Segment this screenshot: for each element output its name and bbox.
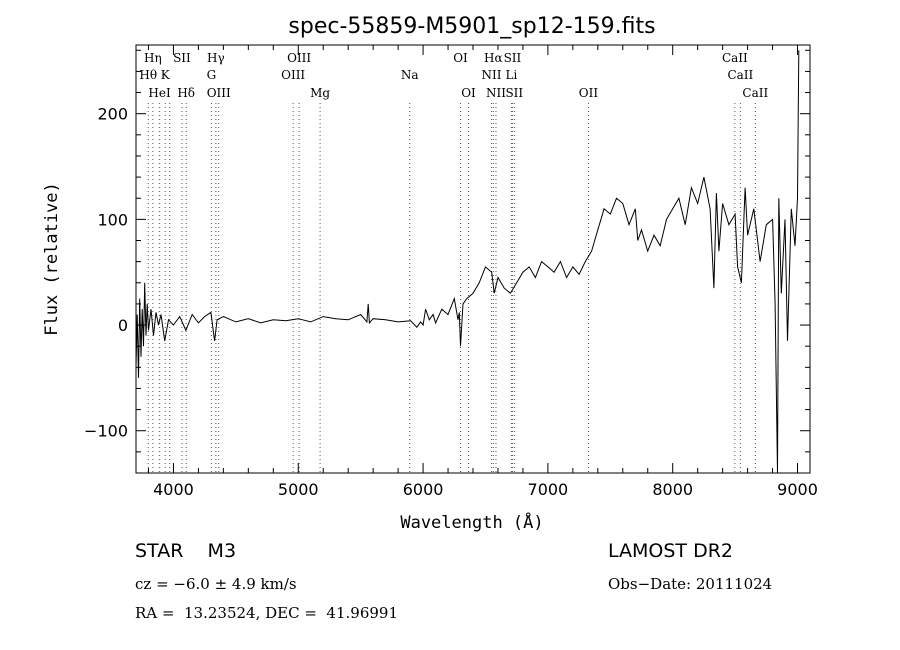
line-label-15: CaII [727,68,753,82]
line-label-8: Hθ [139,68,157,82]
y-axis-title: Flux (relative) [42,182,62,336]
object-type: STAR M3 [135,540,237,562]
line-label-17: Hδ [177,86,195,100]
redshift-velocity: cz = −6.0 ± 4.9 km/s [135,575,297,593]
line-label-22: SII [505,86,523,100]
line-label-7: CaII [722,51,748,65]
line-label-9: K [161,68,171,82]
line-label-23: OII [579,86,599,100]
line-label-19: Mg [310,86,330,100]
plot-frame [135,44,811,474]
survey-name: LAMOST DR2 [608,540,733,562]
line-label-21: NII [486,86,506,100]
line-label-16: HeI [148,86,171,100]
spectrum-series [135,50,800,474]
line-label-2: Hγ [207,51,225,65]
y-tick-label-1: 0 [118,316,128,335]
line-label-11: OIII [281,68,305,82]
x-tick-label-4: 8000 [652,480,693,499]
spectrum-line [135,50,800,474]
observation-date: Obs−Date: 20111024 [608,575,773,593]
line-label-12: Na [401,68,419,82]
line-label-1: SII [173,51,191,65]
line-label-4: OI [453,51,468,65]
x-axis-title: Wavelength (Å) [400,511,543,533]
y-tick-label-0: −100 [84,422,128,441]
coordinates: RA = 13.23524, DEC = 41.96991 [135,604,399,622]
x-tick-label-1: 5000 [278,480,319,499]
x-tick-label-2: 6000 [403,480,444,499]
y-tick-label-3: 200 [97,105,128,124]
spectral-line-markers [147,103,756,473]
line-label-3: OIII [287,51,311,65]
x-tick-label-3: 7000 [528,480,569,499]
line-label-24: CaII [742,86,768,100]
line-label-0: Hη [144,51,162,65]
x-tick-label-5: 9000 [777,480,818,499]
line-label-18: OIII [207,86,231,100]
line-label-13: NII [481,68,501,82]
y-axis: −100 0 100 200 [84,49,810,453]
line-label-5: Hα [484,51,503,65]
line-label-14: Li [506,68,518,82]
x-axis: 4000 5000 6000 7000 8000 9000 [147,45,818,499]
line-label-10: G [207,68,217,82]
chart-title: spec-55859-M5901_sp12-159.fits [288,14,655,39]
x-tick-label-0: 4000 [153,480,194,499]
y-tick-label-2: 100 [97,210,128,229]
line-label-20: OI [461,86,476,100]
line-label-6: SII [504,51,522,65]
